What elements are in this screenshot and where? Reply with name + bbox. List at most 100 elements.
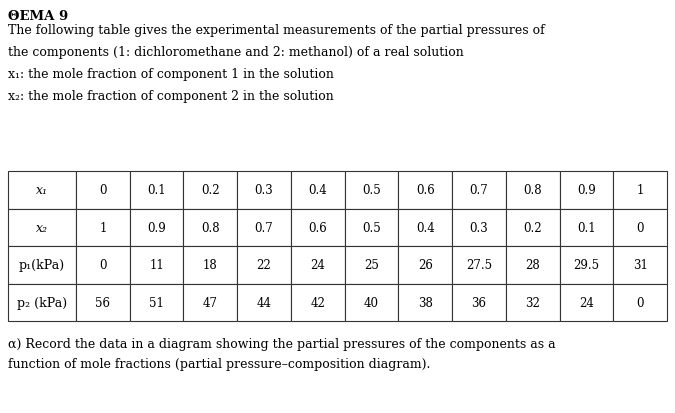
Bar xyxy=(452,171,506,209)
Bar xyxy=(506,247,560,284)
Text: 56: 56 xyxy=(95,296,111,309)
Bar xyxy=(345,247,398,284)
Bar xyxy=(130,284,184,321)
Text: 0.4: 0.4 xyxy=(416,221,435,234)
Text: 0.9: 0.9 xyxy=(577,184,596,197)
Bar xyxy=(560,284,614,321)
Bar xyxy=(398,284,452,321)
Text: 0.6: 0.6 xyxy=(416,184,435,197)
Text: 22: 22 xyxy=(256,259,271,272)
Text: 42: 42 xyxy=(310,296,325,309)
Text: 28: 28 xyxy=(525,259,540,272)
Text: 0.4: 0.4 xyxy=(308,184,327,197)
Bar xyxy=(237,171,291,209)
Bar xyxy=(184,209,237,247)
Text: p₁(kPa): p₁(kPa) xyxy=(19,259,65,272)
Text: 29.5: 29.5 xyxy=(573,259,599,272)
Text: 0: 0 xyxy=(99,259,107,272)
Bar xyxy=(560,247,614,284)
Bar xyxy=(8,171,76,209)
Text: 24: 24 xyxy=(310,259,325,272)
Bar xyxy=(452,284,506,321)
Text: 0: 0 xyxy=(637,296,644,309)
Bar xyxy=(614,171,667,209)
Text: 31: 31 xyxy=(632,259,647,272)
Bar xyxy=(291,171,345,209)
Text: 0.8: 0.8 xyxy=(523,184,542,197)
Text: 0.7: 0.7 xyxy=(470,184,488,197)
Text: 47: 47 xyxy=(202,296,218,309)
Text: 27.5: 27.5 xyxy=(466,259,492,272)
Bar xyxy=(398,171,452,209)
Text: 38: 38 xyxy=(418,296,433,309)
Bar xyxy=(291,209,345,247)
Bar xyxy=(8,209,76,247)
Text: 51: 51 xyxy=(149,296,164,309)
Bar xyxy=(614,209,667,247)
Text: 0.6: 0.6 xyxy=(308,221,327,234)
Bar xyxy=(8,284,76,321)
Bar xyxy=(291,284,345,321)
Bar xyxy=(76,209,130,247)
Bar xyxy=(184,247,237,284)
Bar xyxy=(130,247,184,284)
Bar xyxy=(560,209,614,247)
Bar xyxy=(130,209,184,247)
Bar xyxy=(398,209,452,247)
Bar xyxy=(560,171,614,209)
Text: 0.3: 0.3 xyxy=(254,184,273,197)
Text: 0.2: 0.2 xyxy=(523,221,542,234)
Text: 44: 44 xyxy=(256,296,271,309)
Text: 0: 0 xyxy=(637,221,644,234)
Text: 0: 0 xyxy=(99,184,107,197)
Bar xyxy=(345,284,398,321)
Bar xyxy=(452,209,506,247)
Text: x₁: x₁ xyxy=(36,184,48,197)
Text: 24: 24 xyxy=(579,296,594,309)
Bar xyxy=(237,284,291,321)
Bar xyxy=(76,284,130,321)
Text: 36: 36 xyxy=(471,296,487,309)
Text: 0.2: 0.2 xyxy=(201,184,219,197)
Text: 0.9: 0.9 xyxy=(147,221,166,234)
Bar xyxy=(614,284,667,321)
Bar xyxy=(76,247,130,284)
Text: 0.7: 0.7 xyxy=(254,221,273,234)
Text: function of mole fractions (partial pressure–composition diagram).: function of mole fractions (partial pres… xyxy=(8,357,431,370)
Text: x₁: the mole fraction of component 1 in the solution: x₁: the mole fraction of component 1 in … xyxy=(8,68,334,81)
Text: the components (1: dichloromethane and 2: methanol) of a real solution: the components (1: dichloromethane and 2… xyxy=(8,46,464,59)
Text: 18: 18 xyxy=(203,259,218,272)
Text: 11: 11 xyxy=(149,259,164,272)
Bar xyxy=(237,209,291,247)
Bar xyxy=(452,247,506,284)
Bar xyxy=(614,247,667,284)
Text: 0.5: 0.5 xyxy=(362,184,381,197)
Text: α) Record the data in a diagram showing the partial pressures of the components : α) Record the data in a diagram showing … xyxy=(8,337,556,350)
Text: 0.1: 0.1 xyxy=(577,221,596,234)
Bar xyxy=(345,209,398,247)
Bar xyxy=(237,247,291,284)
Text: p₂ (kPa): p₂ (kPa) xyxy=(17,296,67,309)
Text: 25: 25 xyxy=(364,259,379,272)
Text: 40: 40 xyxy=(364,296,379,309)
Bar xyxy=(506,284,560,321)
Text: 1: 1 xyxy=(99,221,107,234)
Text: x₂: x₂ xyxy=(36,221,48,234)
Bar xyxy=(76,171,130,209)
Text: The following table gives the experimental measurements of the partial pressures: The following table gives the experiment… xyxy=(8,24,545,37)
Text: 0.5: 0.5 xyxy=(362,221,381,234)
Text: 0.3: 0.3 xyxy=(470,221,488,234)
Text: x₂: the mole fraction of component 2 in the solution: x₂: the mole fraction of component 2 in … xyxy=(8,90,333,103)
Bar xyxy=(184,171,237,209)
Text: ΘΕΜΑ 9: ΘΕΜΑ 9 xyxy=(8,10,68,23)
Text: 0.8: 0.8 xyxy=(201,221,219,234)
Bar xyxy=(184,284,237,321)
Bar xyxy=(398,247,452,284)
Bar xyxy=(506,171,560,209)
Bar xyxy=(345,171,398,209)
Text: 32: 32 xyxy=(525,296,540,309)
Bar xyxy=(8,247,76,284)
Bar xyxy=(506,209,560,247)
Bar xyxy=(130,171,184,209)
Text: 0.1: 0.1 xyxy=(147,184,166,197)
